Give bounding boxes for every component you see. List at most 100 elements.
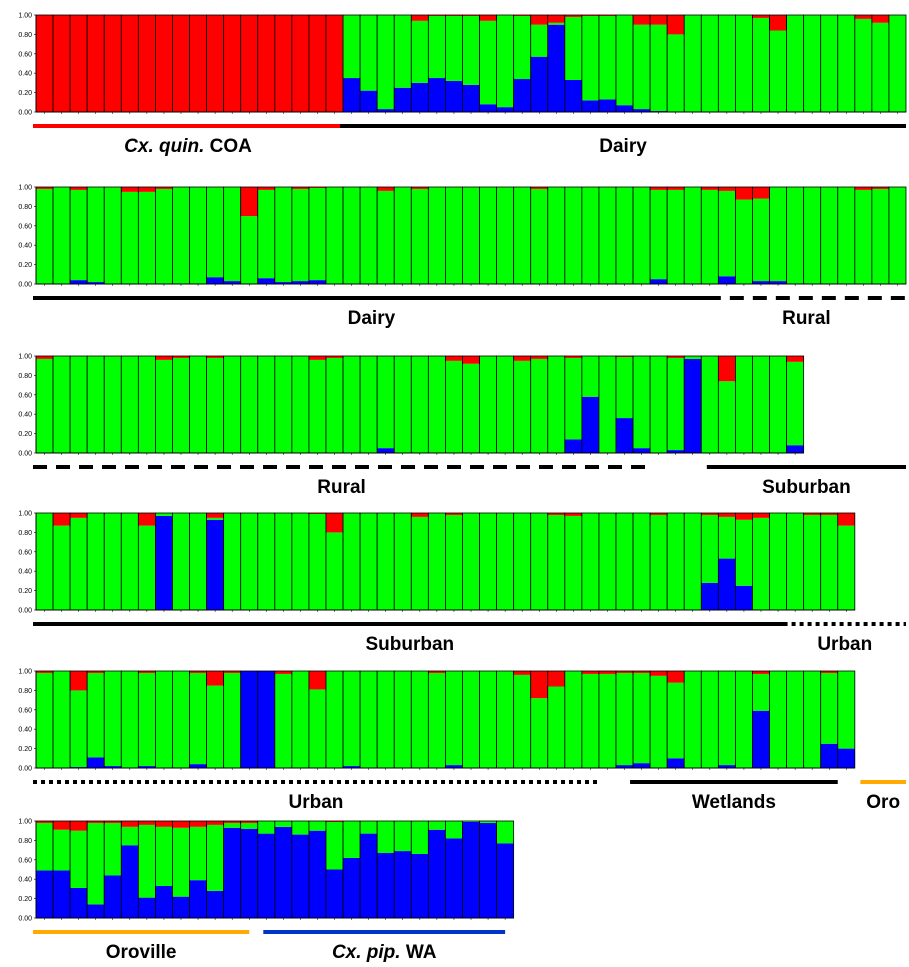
bar-segment-blue [581,396,599,453]
bar [837,14,856,114]
bar [427,512,446,612]
bar [598,512,617,612]
bar [257,355,276,455]
bar-segment-blue [308,280,326,284]
bar [530,14,549,114]
bar-segment-green [121,513,139,610]
bar [496,512,515,612]
bar [547,14,566,114]
bar-segment-green [564,515,582,610]
bar-segment-green [479,513,497,610]
bar-segment-blue [564,79,582,112]
bar-segment-green [274,673,292,768]
bar [547,512,566,612]
bar-segment-green [70,690,88,768]
bar-segment-red [138,821,156,825]
y-tick-label: 0.40 [18,877,32,884]
bar-segment-green [479,821,497,823]
bar-segment-green [445,821,463,839]
bar-segment-green [291,356,309,453]
bar [752,670,770,770]
y-tick-label: 0.80 [18,204,32,211]
bar [52,14,71,114]
bar-segment-green [411,188,429,284]
bar [410,820,429,920]
bar-segment-red [206,513,224,518]
bar-segment-red [206,821,224,825]
bar-segment-green [684,15,702,112]
bar-segment-green [650,24,668,112]
bar [615,512,634,612]
bar [427,186,446,286]
bar-segment-green [172,513,190,610]
bar [35,820,54,920]
bar-segment-green [803,514,821,610]
bar [274,670,293,770]
bar-segment-red [820,671,838,673]
bar-segment-green [411,516,429,610]
bar [445,14,463,114]
bar-segment-green [530,358,548,453]
bar [649,355,668,455]
bar-segment-blue [633,763,651,768]
bar-segment-green [633,513,651,610]
bar-segment-green [189,356,207,453]
bar [666,186,685,286]
bar-segment-blue [820,743,838,768]
bar-segment-green [752,198,770,282]
bar-segment-green [428,356,446,453]
bar-segment-green [513,513,531,610]
bar [325,186,344,286]
bar [513,670,532,770]
bar-segment-green [786,513,804,610]
bar [359,14,378,114]
bar [854,186,873,286]
bar-segment-green [377,356,395,449]
bar-segment-red [650,671,668,676]
bar [206,670,225,770]
bar-segment-red [871,187,889,189]
y-tick-label: 0.20 [18,896,32,903]
bar-segment-red [513,15,531,16]
bar-segment-green [667,357,685,451]
bar [86,670,105,770]
bar [649,14,668,114]
bar-segment-blue [206,890,224,918]
bar-segment-blue [445,765,463,768]
bar-segment-red [445,513,463,515]
bar [172,670,190,770]
bar-segment-blue [633,109,651,112]
bar [598,14,617,114]
bar-segment-green [326,821,344,870]
bar-segment-green [616,672,634,766]
bar [786,355,805,455]
bar-segment-green [291,821,309,835]
bar-segment-red [650,15,668,25]
bar-segment-green [138,824,156,898]
bar [735,355,753,455]
bar-segment-red [428,671,446,673]
bar [564,186,583,286]
bar [103,820,122,920]
bar-segment-red [308,15,326,112]
bar-segment-red [138,187,156,192]
bar [342,820,361,920]
bar-segment-red [530,356,548,359]
bar-segment-green [462,15,480,85]
bar-segment-green [121,356,139,453]
bar [223,186,242,286]
bar-segment-green [343,513,361,610]
bar [547,670,566,770]
bar-segment-red [564,15,582,17]
bar-segment-green [223,672,241,768]
bar-segment-blue [616,105,634,112]
bar [52,512,71,612]
bar-segment-red [70,821,88,831]
bar-segment-red [104,15,122,112]
bar [35,670,54,770]
bar-segment-green [803,15,821,112]
y-tick-label: 0.80 [18,838,32,845]
bar-segment-green [479,356,497,453]
bar-segment-blue [257,671,275,768]
bar-segment-red [513,671,531,675]
